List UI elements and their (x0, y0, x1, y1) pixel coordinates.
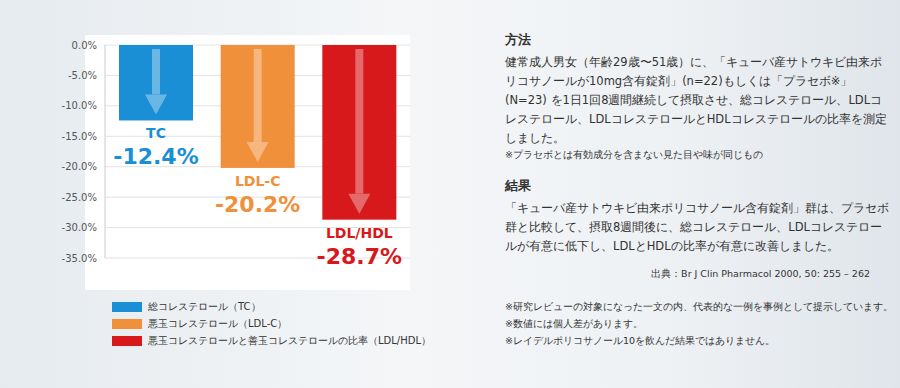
html-text:悪玉コレステロール（LDL-C）: 悪玉コレステロール（LDL-C） (148, 317, 288, 329)
html-text:結果: 結果 (505, 178, 531, 193)
html-text:※数値には個人差があります。: ※数値には個人差があります。 (505, 318, 643, 329)
svg-text:-35.0%: -35.0% (62, 253, 97, 264)
svg-text:-15.0%: -15.0% (62, 131, 97, 142)
html-text:※プラセボとは有効成分を含まない見た目や味が同じもの: ※プラセボとは有効成分を含まない見た目や味が同じもの (505, 149, 763, 160)
svg-text:-5.0%: -5.0% (68, 70, 97, 81)
svg-text:LDL-C: LDL-C (235, 173, 281, 189)
html-text:健常成人男女（年齢29歳〜51歳）に、「キューバ産サトウキビ: 健常成人男女（年齢29歳〜51歳）に、「キューバ産サトウキビ由来ポリコサノールが… (505, 55, 887, 145)
html-text:「キューバ産サトウキビ由来ポリコサノール含有錠剤」群は、プラ: 「キューバ産サトウキビ由来ポリコサノール含有錠剤」群は、プラセボ群と比較して、摂… (505, 201, 889, 253)
svg-text:-12.4%: -12.4% (113, 144, 198, 169)
svg-text:-28.7%: -28.7% (317, 244, 402, 269)
html-text:総コレステロール（TC）: 総コレステロール（TC） (148, 300, 261, 312)
html-text:※研究レビューの対象になった一文の内、代表的な一例を事例とし: ※研究レビューの対象になった一文の内、代表的な一例を事例として提示しています。 (505, 301, 893, 312)
html-text:※レイデルポリコサノール10を飲んだ結果ではありません。: ※レイデルポリコサノール10を飲んだ結果ではありません。 (505, 335, 776, 346)
html-text:悪玉コレステロールと善玉コレステロールの比率（LDL/HDL: 悪玉コレステロールと善玉コレステロールの比率（LDL/HDL） (148, 334, 431, 346)
html-text:出典：Br J Clin Pharmacol 2000, 5: 出典：Br J Clin Pharmacol 2000, 50: 255 – 2… (651, 268, 870, 279)
html-text:方法: 方法 (505, 32, 531, 47)
svg-text:TC: TC (146, 125, 166, 141)
svg-text:-20.2%: -20.2% (215, 192, 300, 217)
svg-text:LDL/HDL: LDL/HDL (326, 225, 393, 241)
svg-text:-30.0%: -30.0% (62, 222, 97, 233)
svg-text:-25.0%: -25.0% (62, 192, 97, 203)
svg-text:0.0%: 0.0% (72, 40, 97, 51)
svg-text:-10.0%: -10.0% (62, 100, 97, 111)
svg-text:-20.0%: -20.0% (62, 161, 97, 172)
